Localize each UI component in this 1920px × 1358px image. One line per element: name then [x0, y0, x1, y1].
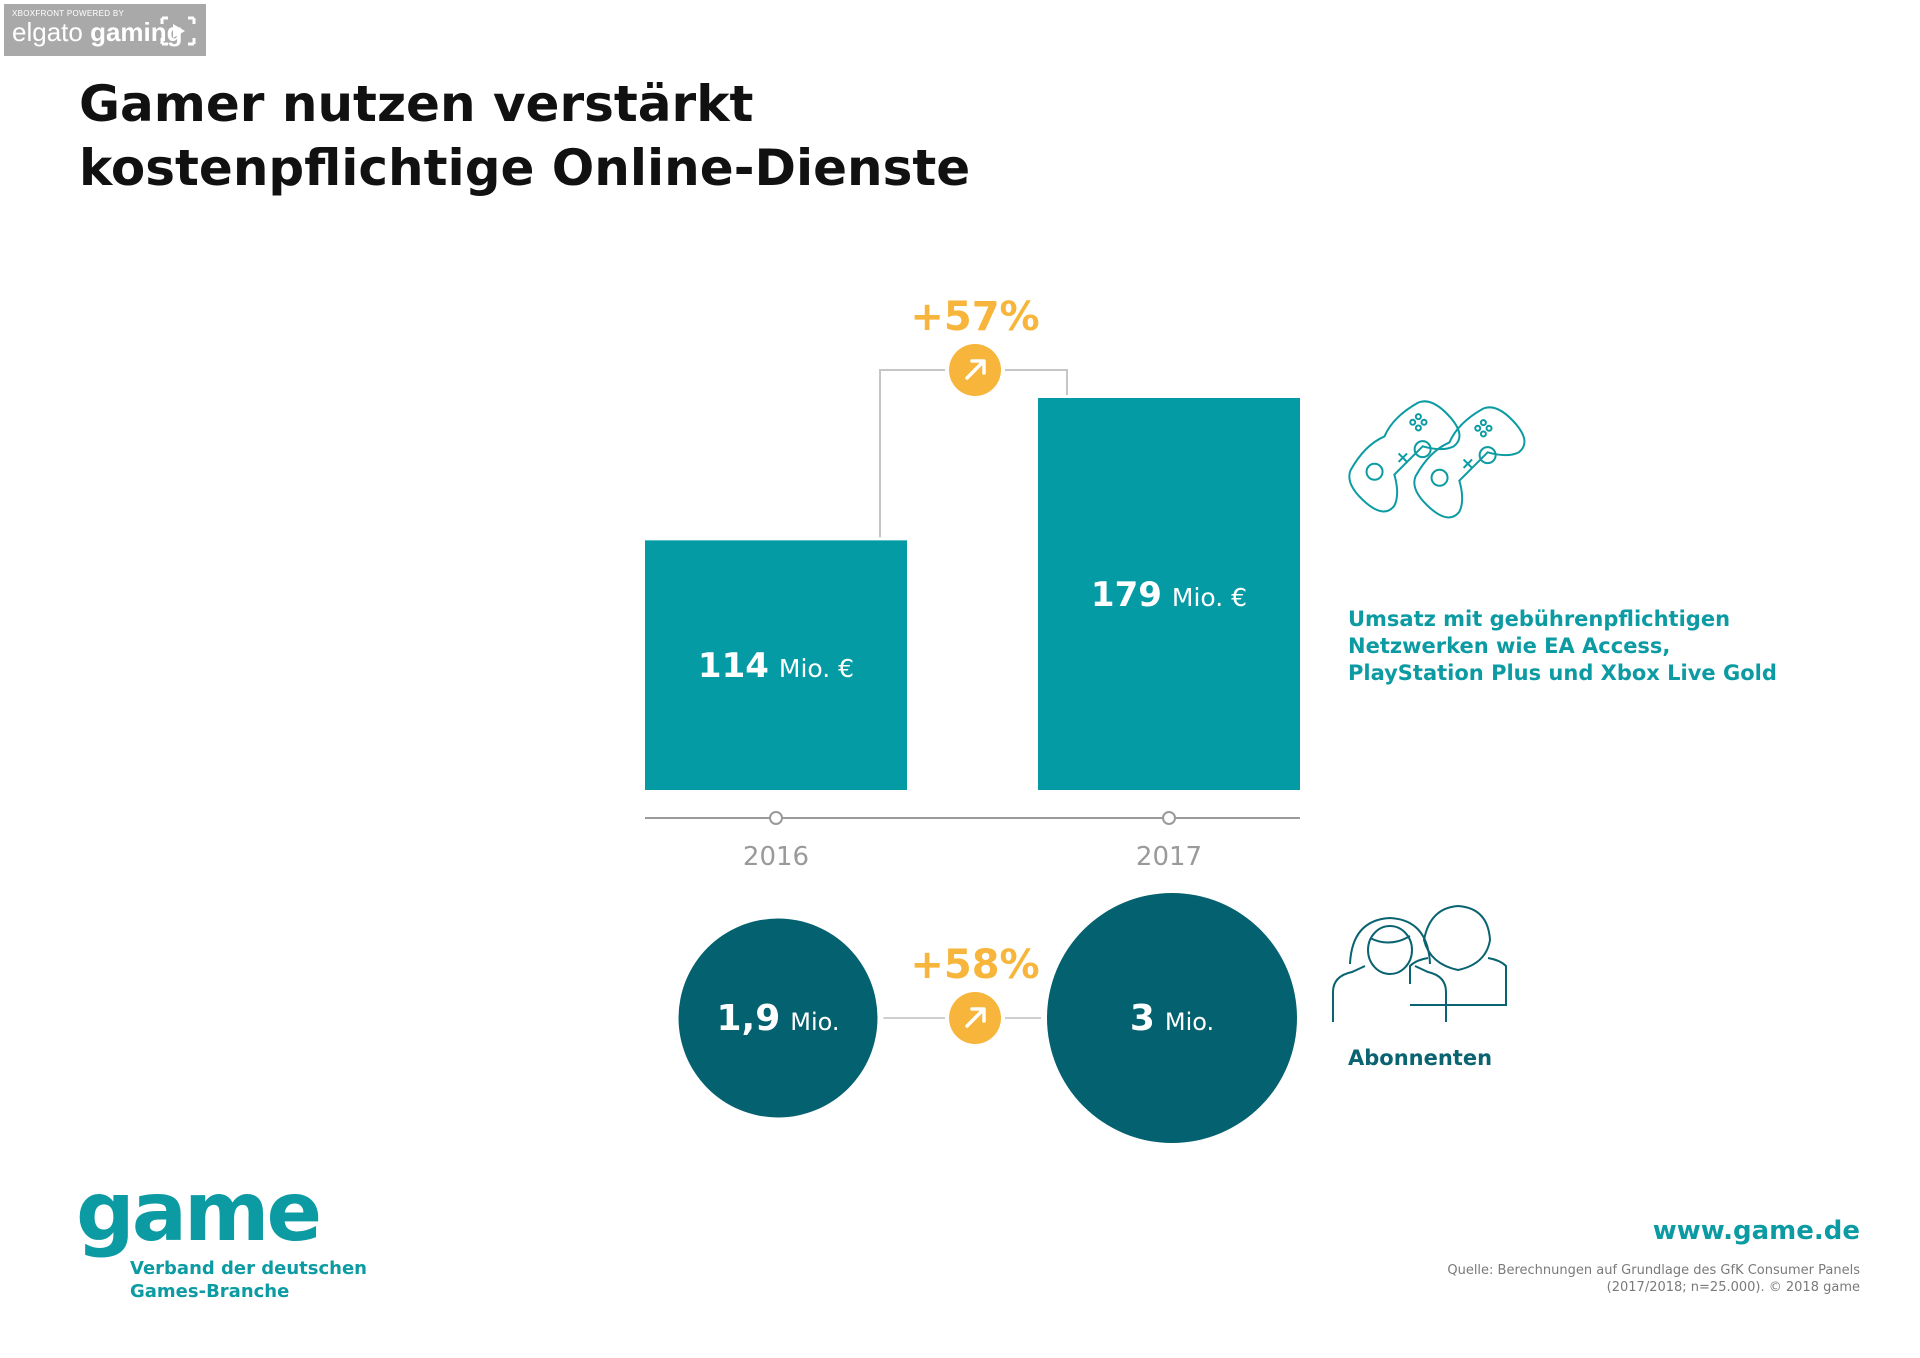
bar-2016	[645, 540, 907, 790]
bubble-2017	[1047, 893, 1297, 1143]
source-note-line-1: Quelle: Berechnungen auf Grundlage des G…	[1447, 1263, 1860, 1278]
play-frame-icon	[160, 16, 196, 46]
source-note-line-2: (2017/2018; n=25.000). © 2018 game	[1606, 1280, 1860, 1295]
x-tick-label: 2016	[743, 842, 809, 872]
revenue-caption-line-2: Netzwerken wie EA Access,	[1348, 634, 1671, 658]
change-label: +57%	[910, 294, 1039, 340]
watermark-brand: elgato gaming	[12, 18, 198, 46]
watermark-brand-a: elgato	[12, 17, 83, 47]
watermark-caption: XBOXFRONT POWERED BY	[12, 9, 125, 18]
arrow-up-right-icon	[965, 1007, 986, 1028]
subscribers-caption: Abonnenten	[1348, 1046, 1493, 1070]
x-axis-tick	[769, 811, 783, 825]
x-tick-label: 2017	[1136, 842, 1202, 872]
bubble-value-label: 1,9 Mio.	[716, 998, 839, 1039]
bar-2017	[1038, 398, 1300, 790]
bar-value-label: 114 Mio. €	[698, 646, 854, 686]
page-title-line-2: kostenpflichtige Online-Dienste	[79, 139, 971, 197]
bubble-value-label: 3 Mio.	[1130, 998, 1214, 1039]
page-title-line-1: Gamer nutzen verstärkt	[79, 75, 754, 133]
x-axis-tick	[1162, 811, 1176, 825]
website-link[interactable]: www.game.de	[1652, 1216, 1860, 1246]
source-note: Quelle: Berechnungen auf Grundlage des G…	[1340, 1262, 1860, 1296]
logo-subtitle-line-2: Games-Branche	[130, 1281, 290, 1302]
change-connector-right	[1005, 369, 1068, 395]
revenue-caption-line-1: Umsatz mit gebührenpflichtigen	[1348, 607, 1731, 631]
arrow-up-right-icon	[965, 359, 986, 380]
revenue-caption: Umsatz mit gebührenpflichtigen Netzwerke…	[1348, 606, 1808, 687]
bar-value-label: 179 Mio. €	[1091, 575, 1247, 615]
watermark-badge: XBOXFRONT POWERED BY elgato gaming	[4, 4, 206, 56]
game-logo: game	[76, 1165, 322, 1260]
logo-subtitle: Verband der deutschen Games-Branche	[130, 1257, 367, 1303]
gamepad-icon-secondary	[1413, 406, 1526, 519]
change-connector-left	[879, 369, 945, 538]
revenue-caption-line-3: PlayStation Plus und Xbox Live Gold	[1348, 661, 1777, 685]
bubble-2016	[678, 918, 878, 1118]
people-icon	[1332, 904, 1507, 1022]
page-title: Gamer nutzen verstärkt kostenpflichtige …	[79, 72, 1179, 200]
gamepad-icon	[1348, 400, 1461, 513]
bubble-change-label: +58%	[910, 942, 1039, 988]
watermark-brand-b: gaming	[90, 17, 183, 47]
logo-subtitle-line-1: Verband der deutschen	[130, 1258, 367, 1279]
